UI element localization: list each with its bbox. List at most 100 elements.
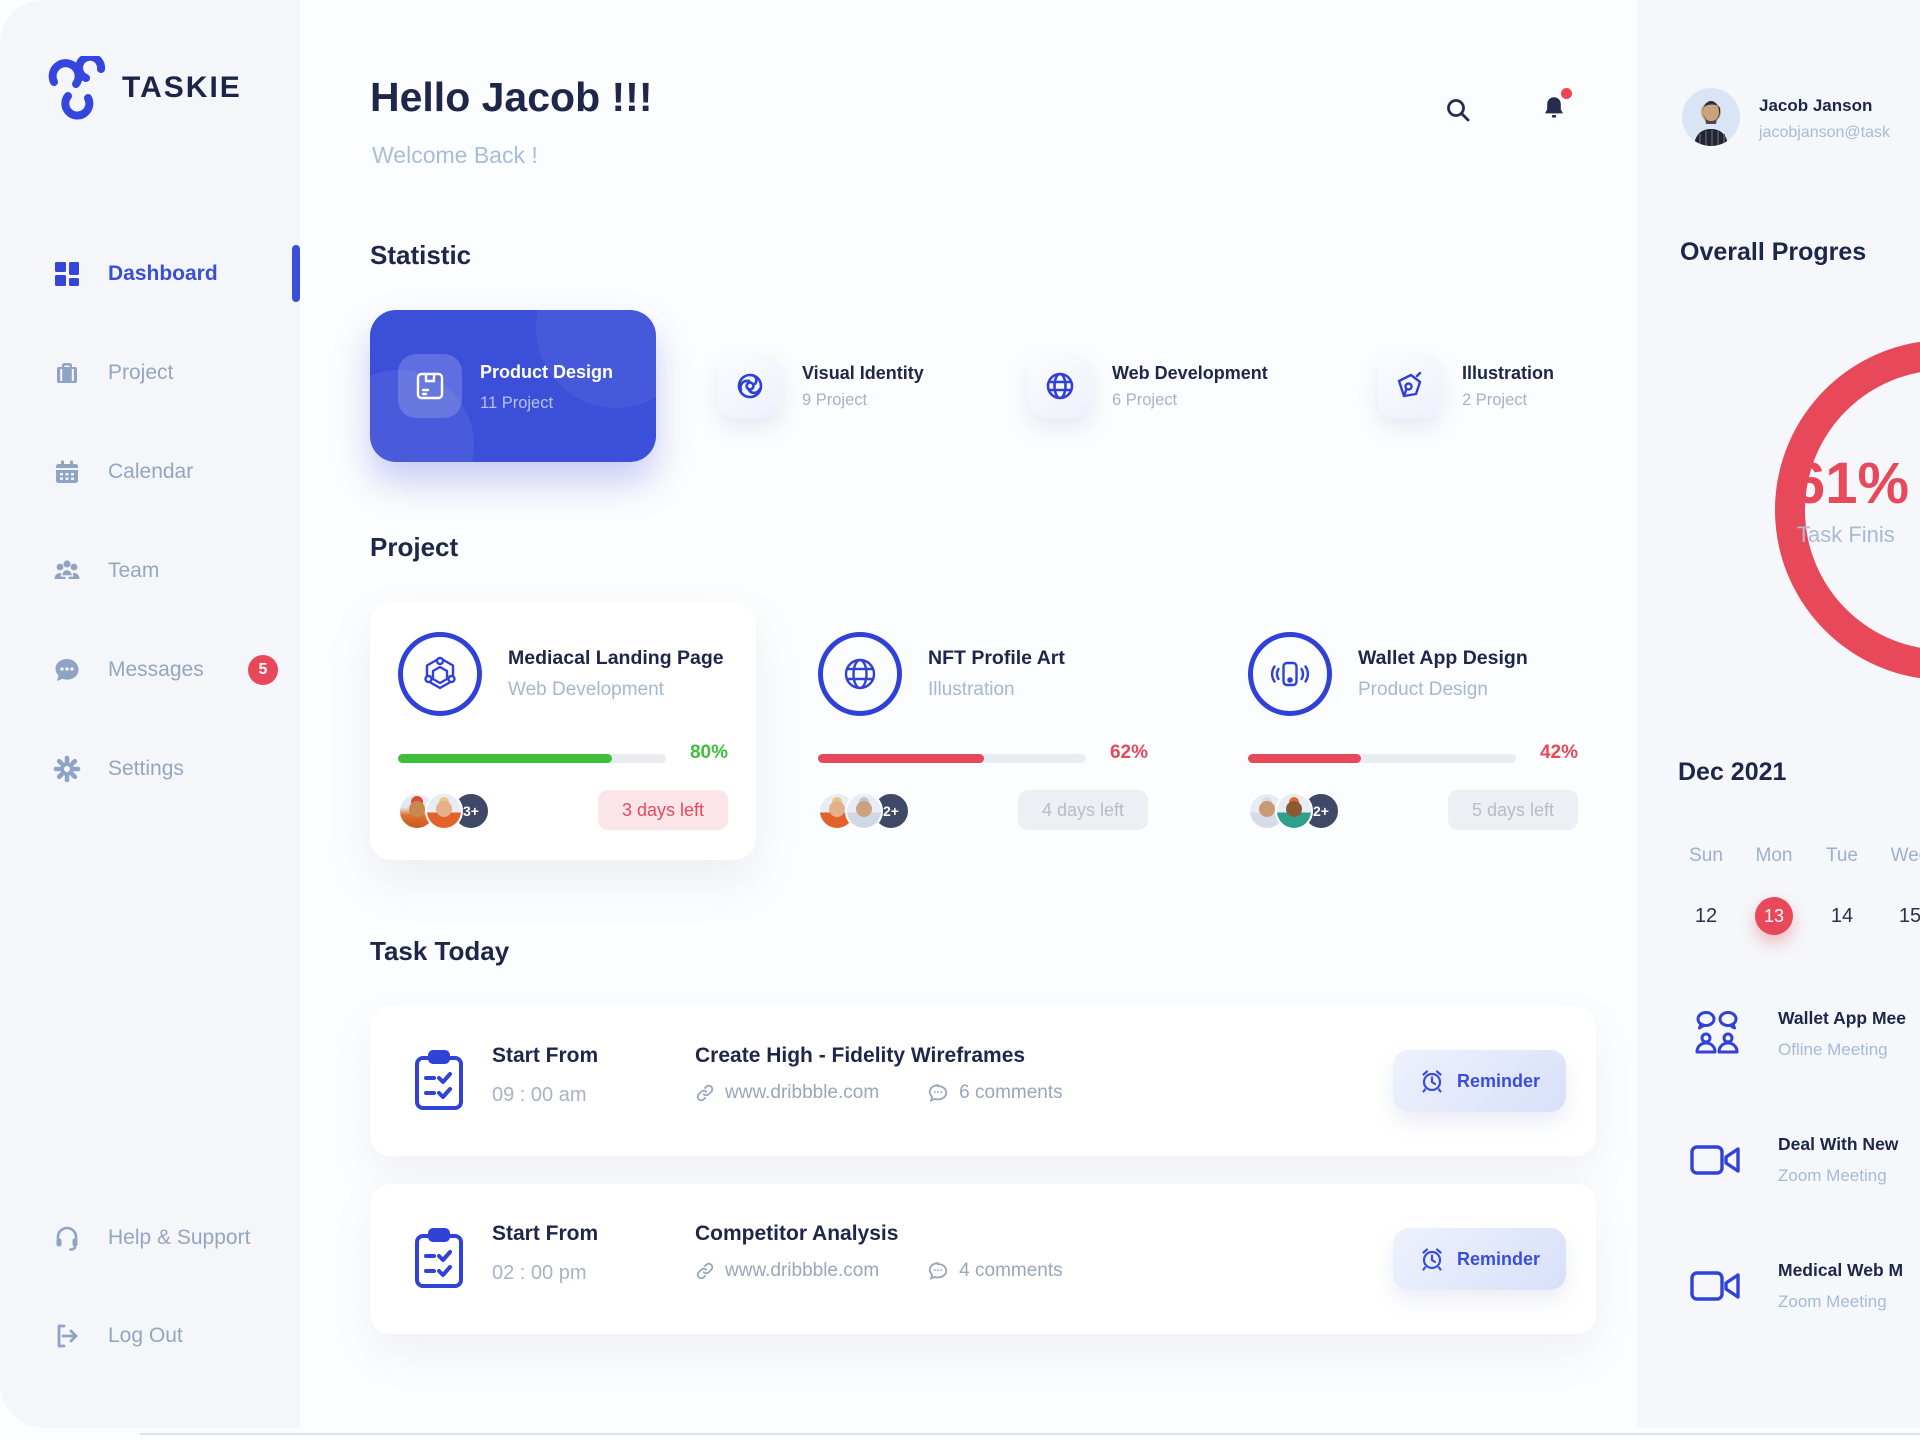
meeting-type: Zoom Meeting xyxy=(1778,1292,1887,1311)
page-greeting: Hello Jacob !!! xyxy=(370,74,653,120)
dashboard-grid-icon xyxy=(52,259,82,289)
meeting-title: Medical Web M xyxy=(1778,1260,1904,1280)
progress-percent: 42% xyxy=(1539,742,1578,763)
days-left-badge: 3 days left xyxy=(597,790,728,830)
sidebar-item-label: Calendar xyxy=(108,459,194,483)
stat-count: 2 Project xyxy=(1462,390,1528,409)
task-link[interactable]: www.dribbble.com xyxy=(725,1260,880,1281)
stat-title: Web Development xyxy=(1112,362,1268,383)
swirl-icon xyxy=(718,354,782,418)
project-avatars: 2+ xyxy=(818,792,910,830)
task-time: 02 : 00 pm xyxy=(492,1262,587,1284)
meeting-type: Zoom Meeting xyxy=(1778,1166,1887,1185)
project-card-wallet-app-design[interactable]: Wallet App Design Product Design 42% 2+ … xyxy=(1220,602,1606,860)
progress-fill xyxy=(818,754,985,763)
link-icon xyxy=(696,1262,714,1280)
headset-icon xyxy=(52,1223,82,1253)
task-link[interactable]: www.dribbble.com xyxy=(725,1082,880,1103)
task-comments[interactable]: 4 comments xyxy=(959,1260,1063,1281)
gear-icon xyxy=(52,754,82,784)
calendar-date[interactable]: 12 xyxy=(1694,904,1718,927)
reminder-label: Reminder xyxy=(1456,1070,1540,1091)
task-row[interactable]: Start From 02 : 00 pm Competitor Analysi… xyxy=(370,1184,1596,1334)
comment-icon xyxy=(929,1084,948,1102)
stat-count: 9 Project xyxy=(802,390,868,409)
stat-count: 11 Project xyxy=(480,394,554,412)
stat-card-product-design[interactable]: Product Design 11 Project xyxy=(370,310,656,462)
taskie-logo-icon xyxy=(48,56,106,120)
sidebar-item-team[interactable]: Team xyxy=(0,521,300,620)
calendar-date[interactable]: 14 xyxy=(1830,904,1854,927)
progress-track xyxy=(818,754,1086,763)
calendar-date-selected[interactable]: 13 xyxy=(1755,897,1793,935)
sidebar-item-messages[interactable]: Messages 5 xyxy=(0,620,300,719)
task-row[interactable]: Start From 09 : 00 am Create High - Fide… xyxy=(370,1006,1596,1156)
alarm-clock-icon xyxy=(1422,1070,1442,1093)
briefcase-icon xyxy=(52,358,82,388)
bell-icon xyxy=(1545,97,1563,118)
hexagon-network-icon xyxy=(398,632,482,716)
messages-unread-badge: 5 xyxy=(248,654,278,685)
project-avatars: 2+ xyxy=(1248,792,1340,830)
stat-card-illustration[interactable]: Illustration 2 Project xyxy=(1378,354,1554,418)
stat-title: Visual Identity xyxy=(802,362,924,383)
search-button[interactable] xyxy=(1434,86,1482,134)
reminder-label: Reminder xyxy=(1456,1248,1540,1269)
overall-progress-percent: 61% xyxy=(1793,451,1910,516)
video-camera-icon xyxy=(1688,1258,1744,1314)
project-card-nft-profile-art[interactable]: NFT Profile Art Illustration 62% 2+ 4 da… xyxy=(790,602,1176,860)
stat-card-web-development[interactable]: Web Development 6 Project xyxy=(1028,354,1268,418)
search-icon xyxy=(1447,99,1470,122)
chat-bubble-icon xyxy=(52,655,82,685)
project-title: Wallet App Design xyxy=(1358,647,1528,669)
sidebar-item-label: Messages xyxy=(108,657,204,681)
globe-icon xyxy=(1028,354,1092,418)
user-avatar[interactable] xyxy=(1682,88,1740,146)
stat-card-visual-identity[interactable]: Visual Identity 9 Project xyxy=(718,354,924,418)
calendar-date[interactable]: 15 xyxy=(1898,904,1920,927)
brand-logo: TASKIE xyxy=(44,56,242,120)
calendar-icon xyxy=(52,457,82,487)
reminder-button[interactable]: Reminder xyxy=(1392,1050,1566,1112)
app-bottom-edge xyxy=(140,1433,1920,1435)
notifications-button[interactable] xyxy=(1530,84,1578,132)
phone-vibrate-icon xyxy=(1248,632,1332,716)
pen-nib-icon xyxy=(1378,354,1442,418)
stat-title: Product Design xyxy=(480,362,614,382)
avatar xyxy=(845,792,883,830)
avatar xyxy=(425,792,463,830)
meeting-title: Deal With New xyxy=(1778,1134,1899,1154)
clipboard-icon xyxy=(410,1226,468,1297)
task-start-label: Start From xyxy=(492,1222,599,1245)
sidebar-item-label: Team xyxy=(108,558,160,582)
sidebar-item-project[interactable]: Project xyxy=(0,323,300,422)
sidebar-item-logout[interactable]: Log Out xyxy=(0,1306,300,1366)
sidebar-item-label: Dashboard xyxy=(108,261,218,285)
project-category: Product Design xyxy=(1358,679,1488,700)
reminder-button[interactable]: Reminder xyxy=(1392,1228,1566,1290)
project-card-mediacal-landing[interactable]: Mediacal Landing Page Web Development 80… xyxy=(370,602,756,860)
calendar-day-name: Sun xyxy=(1689,845,1723,866)
sidebar-item-calendar[interactable]: Calendar xyxy=(0,422,300,521)
progress-fill xyxy=(398,754,613,763)
overall-progress-ring xyxy=(1775,340,1920,680)
notification-dot xyxy=(1561,88,1572,99)
task-comments[interactable]: 6 comments xyxy=(959,1082,1063,1103)
sidebar-item-settings[interactable]: Settings xyxy=(0,719,300,818)
calendar-day-name: Tue xyxy=(1825,845,1859,866)
globe-circle-icon xyxy=(818,632,902,716)
logout-icon xyxy=(52,1321,82,1351)
sidebar-menu: Dashboard Project xyxy=(0,224,300,818)
meeting-item[interactable]: Deal With New Zoom Meeting xyxy=(1637,1126,1920,1200)
overall-progress-caption: Task Finis xyxy=(1797,522,1895,547)
meeting-item[interactable]: Medical Web M Zoom Meeting xyxy=(1637,1252,1920,1326)
meeting-item[interactable]: Wallet App Mee Ofline Meeting xyxy=(1637,1000,1920,1074)
project-category: Web Development xyxy=(508,679,664,700)
sidebar-item-dashboard[interactable]: Dashboard xyxy=(0,224,300,323)
task-title: Competitor Analysis xyxy=(695,1222,899,1245)
sidebar-item-help-support[interactable]: Help & Support xyxy=(0,1208,300,1268)
progress-percent: 80% xyxy=(689,742,728,763)
project-heading: Project xyxy=(370,532,459,562)
task-today-heading: Task Today xyxy=(370,936,510,966)
